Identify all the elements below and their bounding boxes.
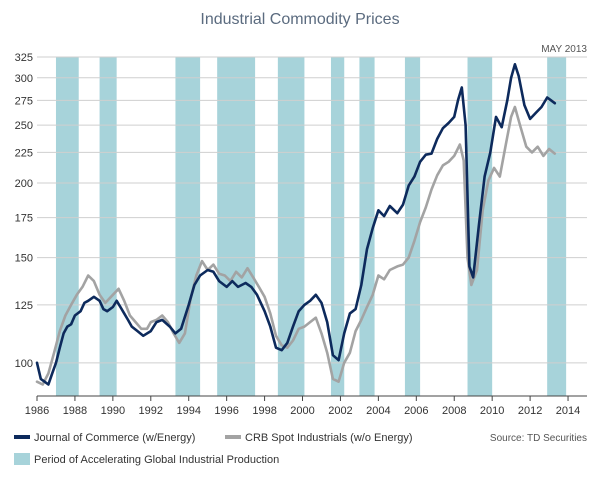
- source-note: Source: TD Securities: [490, 433, 587, 444]
- legend-label-shaded: Period of Accelerating Global Industrial…: [34, 454, 279, 466]
- shaded-period-0: [55, 57, 79, 396]
- x-tick-1990: 1990: [101, 405, 125, 417]
- y-tick-175: 175: [15, 213, 33, 225]
- y-tick-225: 225: [15, 147, 33, 159]
- shaded-period-9: [547, 57, 567, 396]
- shaded-period-6: [359, 57, 375, 396]
- shaded-periods: [55, 57, 567, 396]
- y-tick-150: 150: [15, 253, 33, 265]
- x-tick-1998: 1998: [252, 405, 276, 417]
- shaded-period-2: [175, 57, 201, 396]
- y-tick-300: 300: [15, 73, 33, 85]
- y-tick-250: 250: [15, 120, 33, 132]
- x-tick-2002: 2002: [328, 405, 352, 417]
- series-crb-spot-industrials: [35, 105, 557, 386]
- shaded-period-5: [330, 57, 345, 396]
- x-tick-1996: 1996: [214, 405, 238, 417]
- legend-label-crb: CRB Spot Industrials (w/o Energy): [245, 432, 413, 444]
- x-tick-2012: 2012: [518, 405, 542, 417]
- y-tick-325: 325: [15, 52, 33, 64]
- y-tick-275: 275: [15, 95, 33, 107]
- date-label: MAY 2013: [541, 44, 587, 55]
- x-tick-2010: 2010: [480, 405, 504, 417]
- y-tick-125: 125: [15, 300, 33, 312]
- x-axis-ticks: 1986 1988 1990 1992 1994 1996 1998 2000 2002 2004…: [25, 396, 580, 417]
- shaded-period-4: [277, 57, 305, 396]
- x-tick-1994: 1994: [176, 405, 200, 417]
- shaded-period-7: [404, 57, 421, 396]
- x-tick-1992: 1992: [139, 405, 163, 417]
- legend-label-journal: Journal of Commerce (w/Energy): [34, 432, 195, 444]
- x-tick-2000: 2000: [290, 405, 314, 417]
- y-tick-100: 100: [15, 358, 33, 370]
- x-tick-2008: 2008: [442, 405, 466, 417]
- y-axis-ticks: 100 125 150 175 200 225 250 275 300 325: [15, 52, 33, 370]
- x-tick-2004: 2004: [366, 405, 390, 417]
- shaded-period-1: [99, 57, 117, 396]
- series-lines: [35, 63, 557, 386]
- x-tick-2006: 2006: [404, 405, 428, 417]
- gridlines: [37, 56, 587, 364]
- y-tick-200: 200: [15, 178, 33, 190]
- x-tick-1986: 1986: [25, 405, 49, 417]
- series-journal-of-commerce: [35, 63, 557, 386]
- x-tick-1988: 1988: [63, 405, 87, 417]
- legend: Journal of Commerce (w/Energy) CRB Spot …: [14, 432, 587, 466]
- chart-title: Industrial Commodity Prices: [200, 11, 399, 28]
- shaded-period-3: [217, 57, 256, 396]
- x-tick-2014: 2014: [556, 405, 580, 417]
- legend-swatch-shaded: [14, 453, 30, 465]
